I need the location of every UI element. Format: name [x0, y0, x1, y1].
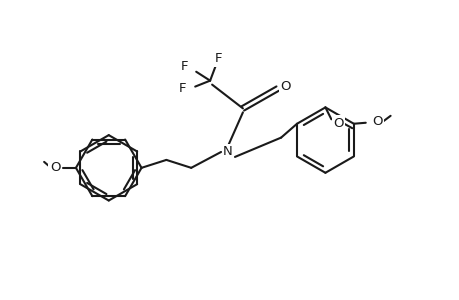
Text: N: N [223, 146, 232, 158]
Text: F: F [214, 52, 221, 65]
Text: F: F [178, 82, 185, 95]
Text: F: F [180, 60, 188, 73]
Text: O: O [372, 115, 382, 128]
Text: O: O [50, 161, 60, 174]
Text: O: O [332, 117, 343, 130]
Text: O: O [280, 80, 290, 93]
